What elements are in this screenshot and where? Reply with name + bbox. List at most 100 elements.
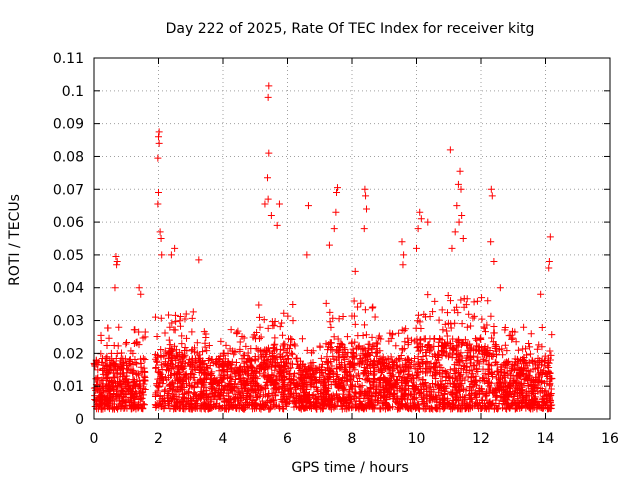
data-point xyxy=(336,364,344,372)
y-tick-label: 0 xyxy=(75,412,84,428)
data-point xyxy=(438,386,446,394)
data-point xyxy=(264,324,272,332)
data-point xyxy=(492,351,500,359)
data-point xyxy=(155,189,162,197)
data-point xyxy=(541,362,549,370)
data-point xyxy=(105,377,113,385)
data-point xyxy=(505,332,513,340)
data-point xyxy=(256,369,264,377)
data-point xyxy=(417,346,425,354)
data-point xyxy=(283,368,291,376)
data-point xyxy=(415,405,423,413)
data-point xyxy=(451,228,459,236)
data-point xyxy=(409,372,417,380)
data-point xyxy=(454,180,462,188)
data-point xyxy=(129,360,137,368)
data-point xyxy=(343,333,351,341)
data-point xyxy=(180,394,188,402)
data-point xyxy=(113,349,121,357)
data-point xyxy=(372,339,380,347)
data-point xyxy=(448,374,456,382)
data-point xyxy=(295,374,303,382)
data-point xyxy=(160,351,168,359)
data-point xyxy=(361,185,369,193)
data-point xyxy=(233,329,241,337)
data-point xyxy=(438,352,446,360)
data-point xyxy=(421,335,429,343)
data-point xyxy=(383,395,391,403)
data-point xyxy=(497,368,505,376)
data-point xyxy=(280,384,288,392)
data-point xyxy=(209,380,217,388)
data-point xyxy=(351,388,359,396)
data-point xyxy=(342,363,350,371)
data-point xyxy=(170,353,178,361)
data-point xyxy=(443,332,451,340)
data-point xyxy=(94,366,102,374)
data-point xyxy=(436,335,444,343)
data-point xyxy=(227,377,235,385)
data-point xyxy=(135,284,143,292)
data-point xyxy=(293,361,301,369)
data-point xyxy=(435,316,443,324)
data-point xyxy=(238,355,246,363)
data-point xyxy=(470,312,478,320)
data-point xyxy=(333,189,341,197)
data-point xyxy=(340,367,348,375)
data-point xyxy=(151,313,159,321)
data-point xyxy=(502,379,510,387)
data-point xyxy=(529,357,537,365)
data-point xyxy=(288,336,296,344)
data-point xyxy=(376,354,384,362)
data-point xyxy=(234,366,242,374)
data-point xyxy=(346,381,354,389)
data-point xyxy=(432,358,440,366)
data-point xyxy=(240,352,248,360)
data-point xyxy=(481,348,489,356)
data-point xyxy=(466,367,474,375)
data-point xyxy=(494,405,502,413)
x-tick-label: 10 xyxy=(408,431,426,447)
data-point xyxy=(154,387,162,395)
data-point xyxy=(394,404,402,412)
data-point xyxy=(134,369,142,377)
data-point xyxy=(490,257,498,265)
data-point xyxy=(506,383,514,391)
data-point xyxy=(289,317,297,325)
data-point xyxy=(399,261,407,269)
data-point xyxy=(453,395,461,403)
data-point xyxy=(284,312,292,320)
data-point xyxy=(398,384,406,392)
data-point xyxy=(280,309,288,317)
data-point xyxy=(172,357,180,365)
data-point xyxy=(176,348,184,356)
data-point xyxy=(509,388,517,396)
data-point xyxy=(269,357,277,365)
data-point xyxy=(410,395,418,403)
data-point xyxy=(483,375,491,383)
data-point xyxy=(493,381,501,389)
data-point xyxy=(351,267,359,275)
data-point xyxy=(324,370,332,378)
data-point xyxy=(466,353,474,361)
data-point xyxy=(525,340,533,348)
data-point xyxy=(153,357,161,365)
data-point xyxy=(522,345,530,353)
data-point xyxy=(358,382,366,390)
x-tick-label: 8 xyxy=(348,431,357,447)
data-point xyxy=(251,389,259,397)
data-point xyxy=(446,146,454,154)
data-point xyxy=(485,361,493,369)
data-point xyxy=(222,405,230,413)
data-point xyxy=(206,361,214,369)
data-point xyxy=(99,383,107,391)
data-point xyxy=(253,364,261,372)
data-point xyxy=(110,359,118,367)
data-point xyxy=(155,383,163,391)
data-point xyxy=(527,330,535,338)
data-point xyxy=(311,394,319,402)
data-point xyxy=(474,368,482,376)
data-point xyxy=(282,359,290,367)
data-point xyxy=(317,396,325,404)
data-point xyxy=(389,331,397,339)
